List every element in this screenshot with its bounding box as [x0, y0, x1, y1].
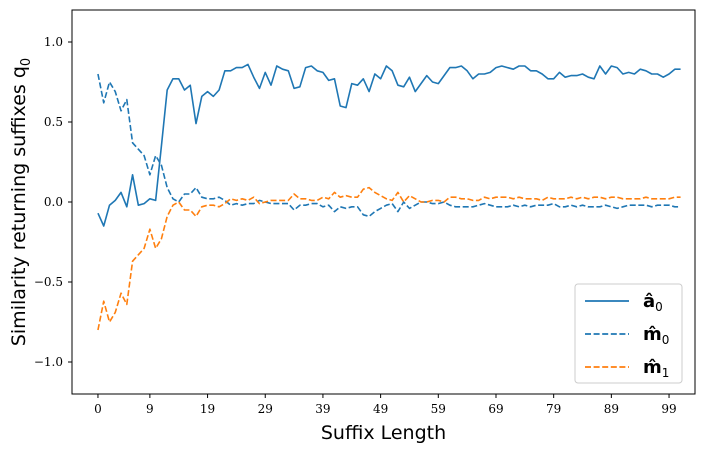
x-tick-label: 69: [488, 402, 503, 416]
x-tick-label: 79: [546, 402, 561, 416]
x-tick-label: 59: [431, 402, 446, 416]
x-ticks: 0 9 19 29 39 49 59 69 79 89 99: [94, 394, 677, 416]
y-axis-label-subscript: 0: [19, 58, 34, 66]
legend-label-subscript: 0: [662, 333, 670, 347]
legend-label-subscript: 0: [655, 300, 663, 314]
legend-label-main: m̂: [643, 324, 662, 345]
x-tick-label: 39: [315, 402, 330, 416]
legend-label-main: â: [643, 291, 655, 312]
x-tick-label: 89: [604, 402, 619, 416]
series-layer: [97, 63, 681, 331]
plot-frame: [71, 9, 696, 395]
y-tick-label: 0.0: [44, 195, 63, 209]
series-line-0: [97, 63, 681, 227]
x-tick-label: 99: [661, 402, 676, 416]
y-tick-label: −1.0: [34, 355, 63, 369]
x-tick-label: 29: [258, 402, 273, 416]
series-line-2: [97, 186, 681, 331]
legend-label-1: m̂0: [643, 324, 669, 347]
series-line-1: [97, 73, 681, 218]
y-tick-label: −0.5: [34, 275, 63, 289]
legend-label-2: m̂1: [643, 357, 669, 380]
y-tick-label: 0.5: [44, 115, 63, 129]
y-ticks: 1.0 0.5 0.0 −0.5 −1.0: [34, 35, 72, 369]
x-axis-label: Suffix Length: [321, 422, 446, 444]
x-tick-label: 49: [373, 402, 388, 416]
x-tick-label: 0: [94, 402, 102, 416]
legend-label-subscript: 1: [662, 366, 670, 380]
legend: â0m̂0m̂1: [574, 283, 683, 384]
y-tick-label: 1.0: [44, 35, 63, 49]
x-tick-label: 19: [200, 402, 215, 416]
legend-label-main: m̂: [643, 357, 662, 378]
x-tick-label: 9: [146, 402, 154, 416]
y-axis-label: Similarity returning suffixes q0: [8, 58, 34, 346]
legend-label-0: â0: [643, 291, 663, 314]
y-axis-label-main: Similarity returning suffixes q: [8, 66, 30, 346]
